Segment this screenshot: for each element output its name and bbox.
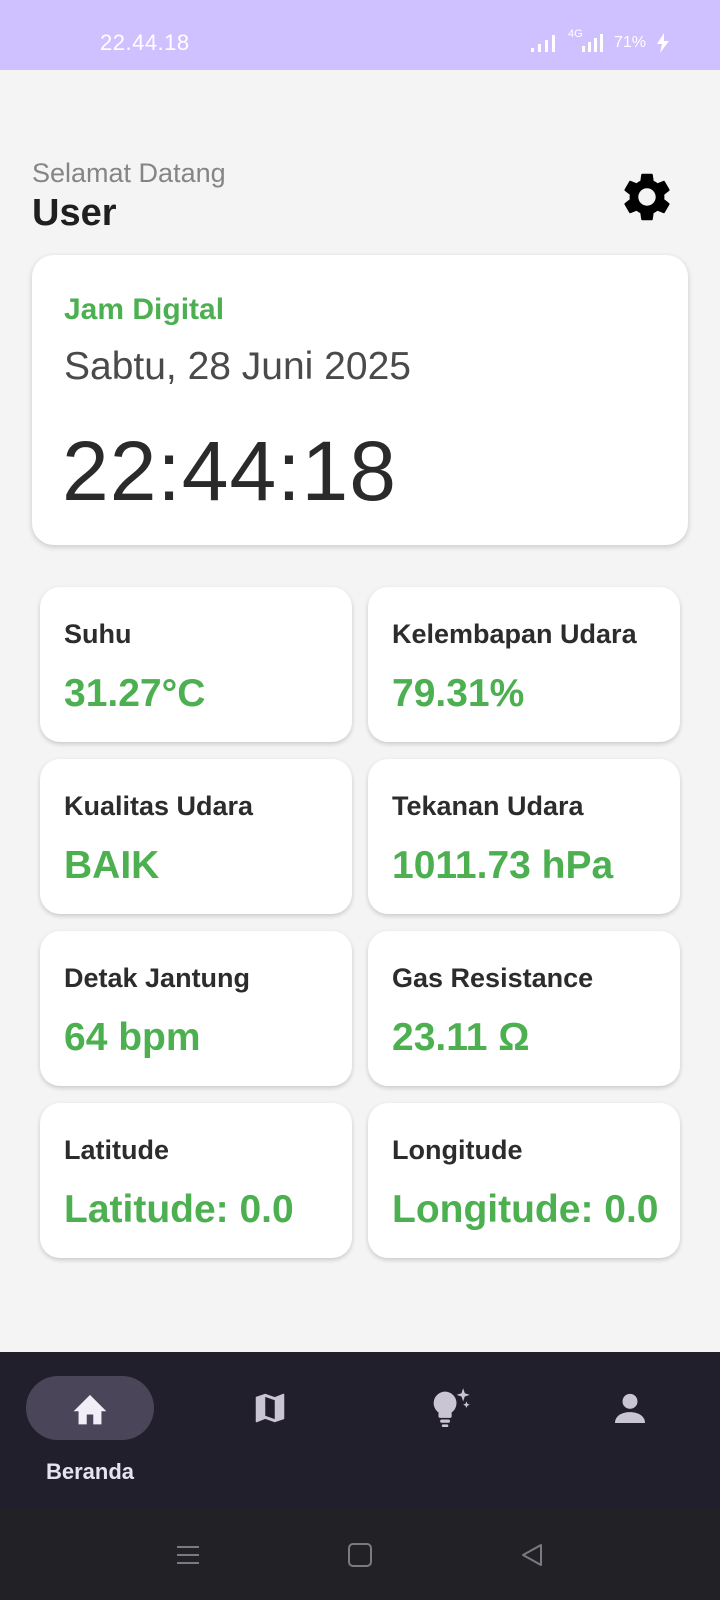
signal-icon	[530, 35, 555, 52]
sensor-label: Detak Jantung	[64, 963, 251, 993]
lightbulb-sparkle-icon	[433, 1388, 470, 1428]
nav-item-home[interactable]	[26, 1376, 154, 1440]
clock-date: Sabtu, 28 Juni 2025	[64, 345, 411, 388]
sensor-label: Latitude	[64, 1135, 169, 1165]
digital-clock-card: Jam Digital Sabtu, 28 Juni 2025 22:44:18	[32, 255, 688, 545]
battery-level: 71%	[613, 34, 646, 51]
system-navigation-bar	[0, 1510, 720, 1600]
sensor-label: Longitude	[392, 1135, 523, 1165]
bottom-navigation: Beranda	[0, 1352, 720, 1510]
settings-button[interactable]	[618, 168, 676, 226]
sensor-value: Latitude: 0.0	[64, 1188, 294, 1231]
person-icon	[615, 1393, 645, 1423]
status-bar: 22.44.18 4G 71%	[0, 0, 720, 70]
home-icon	[73, 1394, 107, 1425]
sensor-label: Tekanan Udara	[392, 791, 584, 821]
sensor-tile-temperature: Suhu 31.27°C	[40, 587, 352, 742]
sensor-tile-latitude: Latitude Latitude: 0.0	[40, 1103, 352, 1258]
gear-icon	[624, 173, 670, 221]
square-icon	[348, 1543, 372, 1567]
sensor-tile-longitude: Longitude Longitude: 0.0	[368, 1103, 680, 1258]
sensor-tile-gas-resistance: Gas Resistance 23.11 Ω	[368, 931, 680, 1086]
user-name: User	[32, 192, 117, 234]
system-home-button[interactable]	[340, 1535, 380, 1575]
sensor-label: Suhu	[64, 619, 132, 649]
sensor-label: Kualitas Udara	[64, 791, 254, 821]
sensor-label: Kelembapan Udara	[392, 619, 637, 649]
recent-apps-button[interactable]	[168, 1535, 208, 1575]
greeting-text: Selamat Datang	[32, 158, 226, 188]
sensor-value: 31.27°C	[64, 672, 206, 715]
system-back-button[interactable]	[512, 1535, 552, 1575]
charging-icon	[657, 33, 669, 53]
back-triangle-icon	[522, 1544, 542, 1566]
sensor-value: 23.11 Ω	[392, 1016, 530, 1059]
nav-item-profile[interactable]	[566, 1376, 694, 1440]
map-icon	[255, 1393, 285, 1423]
clock-card-title: Jam Digital	[64, 293, 225, 326]
clock-time: 22:44:18	[62, 424, 397, 518]
nav-item-map[interactable]	[206, 1376, 334, 1440]
sensor-value: 64 bpm	[64, 1016, 201, 1059]
nav-item-ideas[interactable]	[386, 1376, 514, 1440]
sensor-value: 79.31%	[392, 672, 525, 715]
network-4g-icon: 4G	[568, 28, 604, 54]
sensor-value: Longitude: 0.0	[392, 1188, 659, 1231]
sensor-value: BAIK	[64, 844, 160, 887]
sensor-value: 1011.73 hPa	[392, 844, 614, 887]
menu-icon	[177, 1546, 199, 1564]
sensor-label: Gas Resistance	[392, 963, 594, 993]
network-label: 4G	[567, 28, 583, 40]
sensor-tile-air-quality: Kualitas Udara BAIK	[40, 759, 352, 914]
status-icons: 4G 71%	[530, 28, 670, 54]
nav-label-home[interactable]: Beranda	[45, 1459, 135, 1484]
status-time: 22.44.18	[100, 30, 190, 55]
sensor-tile-heart-rate: Detak Jantung 64 bpm	[40, 931, 352, 1086]
sensor-tile-air-pressure: Tekanan Udara 1011.73 hPa	[368, 759, 680, 914]
sensor-tile-humidity: Kelembapan Udara 79.31%	[368, 587, 680, 742]
